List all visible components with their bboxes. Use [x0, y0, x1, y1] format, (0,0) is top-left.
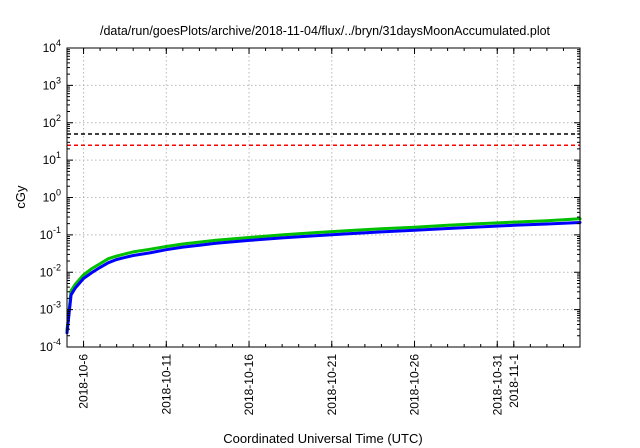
y-tick-label: 104 — [43, 38, 61, 55]
x-tick-labels: 2018-10-6 2018-10-11 2018-10-16 2018-10-21 2… — [77, 354, 521, 416]
x-tick-label: 2018-10-21 — [325, 354, 339, 416]
threshold-lines — [67, 133, 580, 147]
y-tick-label: 102 — [43, 113, 61, 130]
grid — [67, 47, 580, 348]
x-axis-label: Coordinated Universal Time (UTC) — [223, 431, 422, 446]
series-lines — [65, 217, 582, 335]
x-tick-label: 2018-10-6 — [77, 354, 91, 409]
y-axis-label: cGy — [13, 185, 28, 209]
series-line-2 — [65, 221, 582, 335]
y-tick-label: 10-2 — [40, 262, 61, 279]
series-line-1 — [65, 217, 582, 332]
y-tick-label: 10-4 — [40, 337, 61, 354]
y-tick-label: 10-3 — [40, 300, 61, 317]
x-tick-label: 2018-10-26 — [408, 354, 422, 416]
chart-title: /data/run/goesPlots/archive/2018-11-04/f… — [100, 24, 551, 38]
ticks — [66, 47, 581, 348]
y-tick-labels: 10-4 10-3 10-2 10-1 100 101 102 103 104 — [40, 38, 61, 354]
x-tick-label: 2018-11-1 — [507, 354, 521, 408]
y-tick-label: 103 — [43, 75, 61, 92]
x-tick-label: 2018-10-16 — [242, 354, 256, 416]
y-tick-label: 10-1 — [40, 225, 61, 242]
x-tick-label: 2018-10-11 — [159, 354, 173, 415]
x-tick-label: 2018-10-31 — [490, 354, 504, 416]
y-tick-label: 100 — [43, 188, 61, 205]
y-tick-label: 101 — [43, 150, 61, 167]
